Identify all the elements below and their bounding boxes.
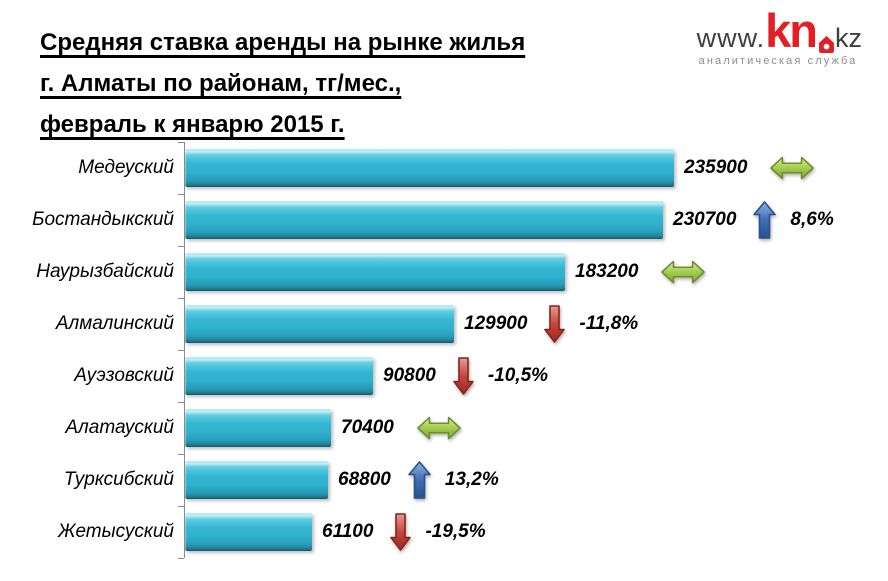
- bar: [185, 253, 565, 291]
- logo-subtitle: аналитическая служба: [698, 55, 858, 67]
- chart-row-zhetysuskiy: Жетысуский 61100 -19,5%: [0, 506, 888, 558]
- chart-row-auezovskiy: Ауэзовский 90800 -10,5%: [0, 350, 888, 402]
- plot-area: 235900: [184, 142, 888, 194]
- trend-neutral-icon: [660, 258, 706, 286]
- change-label: -10,5%: [487, 365, 549, 386]
- category-label: Ауэзовский: [74, 365, 174, 386]
- trend-up-icon: [752, 200, 777, 240]
- chart-title-line-3: февраль к январю 2015 г.: [40, 111, 345, 138]
- kn-kz-logo: www. kn kz аналитическая служба: [696, 4, 862, 67]
- chart-row-almalinskiy: Алмалинский 129900 -11,8%: [0, 298, 888, 350]
- value-label: 61100: [322, 521, 374, 542]
- value-label: 68800: [338, 469, 391, 490]
- bar: [185, 305, 454, 343]
- logo-kn-text: kn: [765, 4, 818, 57]
- change-label: 13,2%: [444, 469, 499, 490]
- bar: [185, 201, 663, 239]
- bar-chart: Медеуский 235900 Бостандыкский 230700 8,…: [0, 142, 888, 559]
- trend-neutral-icon: [416, 414, 462, 442]
- chart-row-nauryzbayskiy: Наурызбайский 183200: [0, 246, 888, 298]
- category-label: Жетысуский: [58, 521, 174, 542]
- house-icon: [819, 36, 834, 53]
- plot-area: 68800 13,2%: [184, 454, 888, 506]
- bar: [185, 461, 328, 499]
- logo-www-text: www.: [696, 23, 766, 53]
- trend-neutral-icon: [769, 154, 815, 182]
- change-label: -19,5%: [425, 521, 486, 542]
- plot-area: 183200: [184, 246, 888, 298]
- chart-row-medeuskiy: Медеуский 235900: [0, 142, 888, 194]
- value-label: 70400: [341, 417, 394, 438]
- chart-title-line-1: Средняя ставка аренды на рынке жилья: [40, 29, 526, 56]
- plot-area: 70400: [184, 402, 888, 454]
- trend-up-icon: [407, 460, 432, 500]
- change-label: -11,8%: [579, 313, 639, 334]
- trend-down-icon: [543, 304, 566, 344]
- bar: [185, 513, 312, 551]
- trend-down-icon: [389, 512, 412, 552]
- logo-wordmark: www. kn kz: [696, 4, 862, 57]
- value-label: 183200: [575, 261, 639, 282]
- chart-row-turksibskiy: Турксибский 68800 13,2%: [0, 454, 888, 506]
- bar: [185, 149, 674, 187]
- plot-area: 129900 -11,8%: [184, 298, 888, 350]
- chart-row-bostandykskiy: Бостандыкский 230700 8,6%: [0, 194, 888, 246]
- logo-kz-text: kz: [835, 23, 862, 53]
- value-label: 235900: [684, 157, 748, 178]
- chart-row-alatauskiy: Алатауский 70400: [0, 402, 888, 454]
- value-label: 90800: [383, 365, 436, 386]
- chart-title-line-2: г. Алматы по районам, тг/мес.,: [40, 70, 402, 97]
- category-label: Медеуский: [78, 157, 174, 178]
- category-label: Турксибский: [63, 469, 174, 490]
- change-label: 8,6%: [790, 209, 834, 230]
- value-label: 129900: [464, 313, 528, 334]
- chart-title: Средняя ставка аренды на рынке жилья г. …: [40, 22, 525, 145]
- plot-area: 90800 -10,5%: [184, 350, 888, 402]
- category-label: Наурызбайский: [36, 261, 174, 282]
- trend-down-icon: [452, 356, 475, 396]
- category-label: Алмалинский: [55, 313, 174, 334]
- category-label: Алатауский: [65, 417, 174, 438]
- plot-area: 230700 8,6%: [184, 194, 888, 246]
- category-label: Бостандыкский: [32, 209, 174, 230]
- y-axis-ticks: [178, 142, 184, 559]
- bar: [185, 409, 331, 447]
- bar: [185, 357, 373, 395]
- plot-area: 61100 -19,5%: [184, 506, 888, 558]
- value-label: 230700: [673, 209, 737, 230]
